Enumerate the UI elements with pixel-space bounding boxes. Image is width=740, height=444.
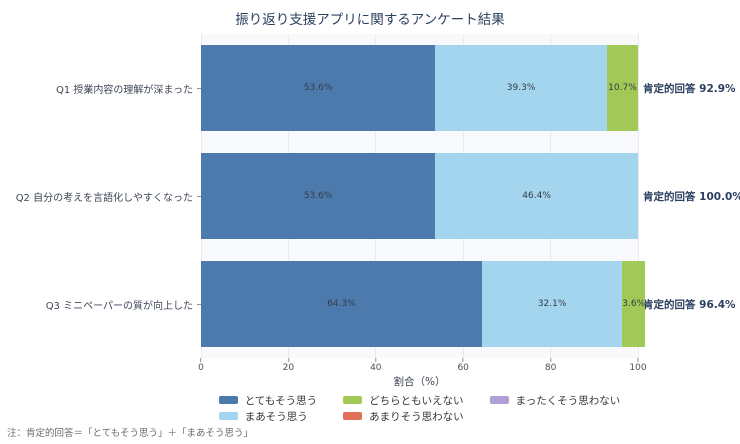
legend-item-まあそう思う[interactable]: まあそう思う: [218, 408, 317, 424]
x-tick-label: 20: [282, 363, 295, 373]
x-tick-mark: [637, 358, 639, 362]
bar-segment-まあそう思う[interactable]: 39.3%: [435, 45, 607, 131]
x-tick-20: 20: [283, 358, 294, 373]
legend-swatch-icon: [489, 396, 509, 404]
category-label-q1: Q1 授業内容の理解が深まった: [55, 84, 193, 96]
x-tick-0: 0: [198, 358, 204, 373]
legend-swatch-icon: [343, 396, 363, 404]
legend-item-とてもそう思う[interactable]: とてもそう思う: [218, 392, 318, 408]
bar-segment-まあそう思う[interactable]: 32.1%: [481, 261, 623, 347]
bar-q2: 53.6% 46.4%: [201, 153, 638, 239]
legend-item-まったくそう思わない[interactable]: まったくそう思わない: [489, 392, 621, 408]
legend-swatch-icon: [343, 412, 363, 420]
chart-title: 振り返り支援アプリに関するアンケート結果: [235, 12, 505, 28]
x-tick-mark: [375, 358, 377, 362]
segment-label: 32.1%: [537, 299, 567, 309]
segment-label: 3.6%: [622, 299, 646, 309]
legend-label: どちらともいえない: [369, 394, 464, 407]
positive-response-annotation: 肯定的回答 100.0%: [643, 190, 740, 203]
annotation-row-q1: 肯定的回答 92.9%: [643, 34, 740, 142]
segment-label: 53.6%: [303, 83, 333, 93]
x-tick-label: 80: [544, 363, 557, 373]
legend: とてもそう思う まあそう思う どちらともいえない あまりそう思わない まったくそう思わな…: [201, 392, 638, 424]
y-tick-mark: [197, 195, 201, 197]
bar-row-q2: 53.6% 46.4%: [201, 142, 638, 250]
bar-row-q1: 53.6% 39.3% 10.7%: [201, 34, 638, 142]
legend-label: とてもそう思う: [244, 394, 318, 407]
bar-segment-まあそう思う[interactable]: 46.4%: [435, 153, 638, 239]
x-tick-label: 60: [457, 363, 469, 373]
x-tick-mark: [287, 358, 289, 362]
category-label-q2: Q2 自分の考えを言語化しやすくなった: [15, 192, 193, 204]
plot-area: 53.6% 39.3% 10.7% 53.6% 46.4% 64.3% 32.1% 3.6%: [200, 34, 646, 358]
x-tick-label: 100: [629, 363, 647, 373]
x-tick-label: 40: [370, 363, 382, 373]
positive-response-annotation: 肯定的回答 92.9%: [643, 82, 736, 95]
bar-segment-どちらともいえない[interactable]: 10.7%: [606, 45, 638, 131]
y-tick-mark: [197, 87, 201, 89]
segment-label: 53.6%: [303, 191, 333, 201]
category-axis: Q1 授業内容の理解が深まった Q2 自分の考えを言語化しやすくなった Q3 ミニペ…: [0, 34, 201, 358]
x-axis: 0 20 40 60 80 100: [198, 358, 647, 376]
x-tick-mark: [462, 358, 464, 362]
segment-label: 10.7%: [608, 83, 637, 93]
x-tick-mark: [550, 358, 552, 362]
bar-segment-とてもそう思う[interactable]: 64.3%: [201, 261, 482, 347]
category-row-q3: Q3 ミニペーパーの質が向上した: [0, 250, 201, 358]
legend-grid: とてもそう思う まあそう思う どちらともいえない あまりそう思わない まったくそう思わな…: [218, 392, 621, 424]
legend-swatch-icon: [218, 396, 238, 404]
annotation-row-q3: 肯定的回答 96.4%: [643, 250, 740, 358]
x-tick-label: 0: [198, 363, 204, 373]
bars-container: 53.6% 39.3% 10.7% 53.6% 46.4% 64.3% 32.1% 3.6%: [201, 34, 646, 358]
gridline-100: [637, 34, 639, 358]
legend-swatch-icon: [218, 412, 238, 420]
bar-segment-とてもそう思う[interactable]: 53.6%: [201, 153, 436, 239]
bar-row-q3: 64.3% 32.1% 3.6%: [201, 250, 646, 358]
category-label-q3: Q3 ミニペーパーの質が向上した: [45, 300, 193, 312]
legend-label: あまりそう思わない: [369, 410, 464, 423]
positive-response-annotation: 肯定的回答 96.4%: [643, 298, 736, 311]
x-tick-40: 40: [370, 358, 382, 373]
x-axis-title: 割合（%）: [393, 376, 446, 388]
bar-q1: 53.6% 39.3% 10.7%: [201, 45, 638, 131]
x-tick-80: 80: [545, 358, 556, 373]
annotations-container: 肯定的回答 92.9% 肯定的回答 100.0% 肯定的回答 96.4%: [643, 34, 740, 358]
y-tick-mark: [197, 303, 201, 305]
segment-label: 64.3%: [327, 299, 356, 309]
category-row-q1: Q1 授業内容の理解が深まった: [0, 34, 201, 142]
footnote: 注：肯定的回答＝「とてもそう思う」＋「まあそう思う」: [7, 428, 254, 439]
legend-item-どちらともいえない[interactable]: どちらともいえない: [343, 392, 464, 408]
x-tick-mark: [200, 358, 202, 362]
segment-label: 39.3%: [506, 83, 536, 93]
annotation-row-q2: 肯定的回答 100.0%: [643, 142, 740, 250]
legend-item-あまりそう思わない[interactable]: あまりそう思わない: [343, 408, 464, 424]
legend-label: まったくそう思わない: [515, 394, 621, 407]
legend-label: まあそう思う: [244, 410, 308, 423]
bar-q3: 64.3% 32.1% 3.6%: [201, 261, 646, 347]
x-tick-60: 60: [457, 358, 469, 373]
bar-segment-とてもそう思う[interactable]: 53.6%: [201, 45, 436, 131]
category-row-q2: Q2 自分の考えを言語化しやすくなった: [0, 142, 201, 250]
x-tick-100: 100: [629, 358, 647, 373]
segment-label: 46.4%: [522, 191, 551, 201]
bar-segment-どちらともいえない[interactable]: 3.6%: [622, 261, 646, 347]
